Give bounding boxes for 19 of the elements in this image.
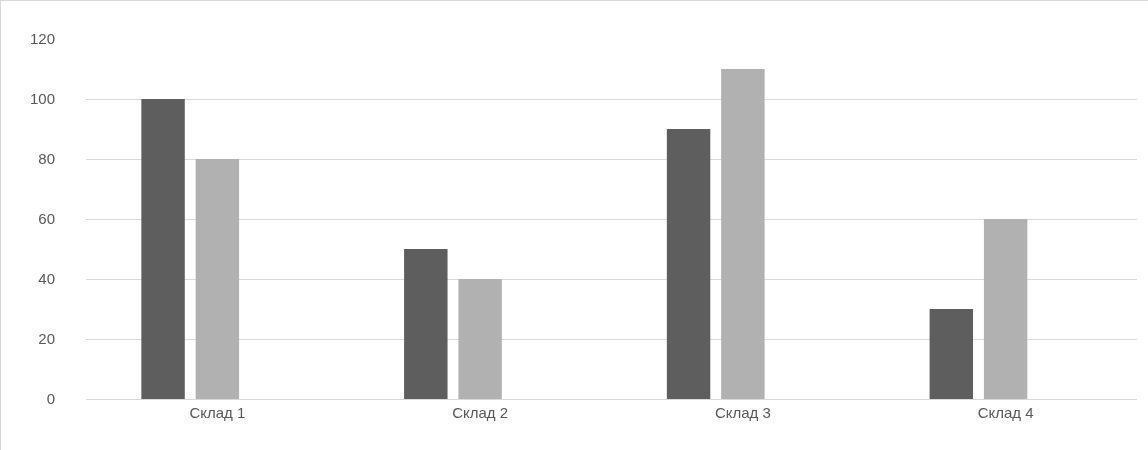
- bar: [666, 129, 711, 399]
- y-tick-label: 120: [29, 30, 55, 48]
- y-tick-label: 60: [38, 210, 55, 228]
- y-tick-label: 20: [38, 330, 55, 348]
- x-tick-label: Склад 3: [714, 404, 771, 421]
- x-tick-label: Склад 1: [189, 404, 246, 421]
- bar: [983, 219, 1028, 399]
- bar: [929, 309, 974, 399]
- y-tick-label: 40: [38, 270, 55, 288]
- bar: [721, 69, 765, 399]
- y-tick-label: 80: [38, 150, 55, 168]
- bar: [458, 279, 502, 399]
- x-tick-label: Склад 4: [977, 404, 1034, 421]
- x-tick-label: Склад 2: [452, 404, 509, 421]
- bar: [404, 249, 448, 399]
- bar: [141, 99, 185, 399]
- y-tick-label: 100: [29, 90, 55, 108]
- bar: [195, 159, 240, 399]
- y-tick-label: 0: [46, 390, 55, 408]
